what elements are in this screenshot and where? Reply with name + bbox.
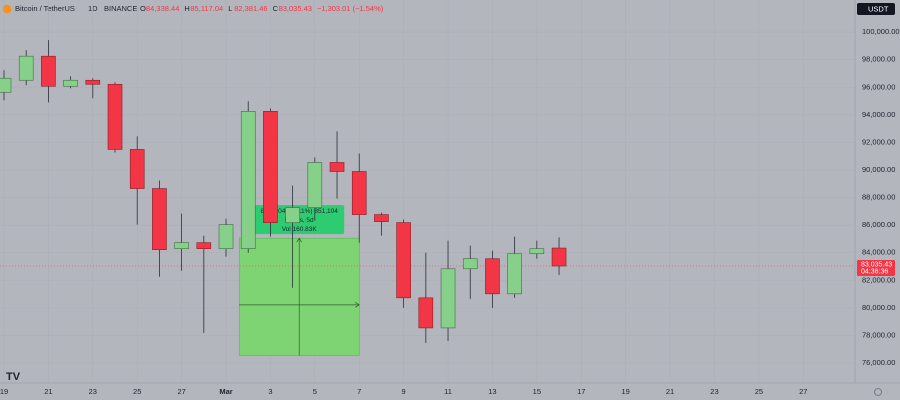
countdown: 04:36:36 xyxy=(861,268,888,275)
x-tick-label: 11 xyxy=(444,387,452,396)
candle-body xyxy=(129,149,145,189)
x-tick-label: 25 xyxy=(755,387,763,396)
candle-body xyxy=(396,222,411,299)
candle-body xyxy=(285,207,300,223)
ohlc-value: 83,035.43 xyxy=(279,4,312,13)
y-tick-label: 100,000.00 xyxy=(862,27,900,36)
price-label: 83,035.43 xyxy=(861,261,892,268)
ohlc-value: 85,117.04 xyxy=(190,4,223,13)
symbol-icon xyxy=(2,4,12,14)
candle-body xyxy=(507,253,522,295)
change: −1,303.01 (−1.54%) xyxy=(317,4,384,13)
candle-body xyxy=(152,188,167,251)
y-tick-label: 92,000.00 xyxy=(862,137,895,146)
x-tick-label: 3 xyxy=(268,387,272,396)
x-tick-label: 21 xyxy=(44,387,52,396)
candle-body xyxy=(307,162,323,208)
x-tick-label: 23 xyxy=(89,387,97,396)
ohlc-key: O xyxy=(140,4,146,13)
x-tick-label: 23 xyxy=(710,387,718,396)
y-tick-label: 80,000.00 xyxy=(862,303,895,312)
candle-body xyxy=(529,248,545,255)
candle-body xyxy=(418,297,434,329)
y-tick-label: 84,000.00 xyxy=(862,248,895,257)
candle-body xyxy=(0,77,12,93)
x-tick-label: 15 xyxy=(533,387,541,396)
candle-body xyxy=(41,55,56,87)
x-tick-label: 17 xyxy=(577,387,585,396)
y-tick-label: 82,000.00 xyxy=(862,275,895,284)
candle-body xyxy=(107,83,123,150)
y-tick-label: 98,000.00 xyxy=(862,55,895,64)
symbol: Bitcoin / TetherUS xyxy=(15,4,75,13)
x-tick-label: 19 xyxy=(0,387,8,396)
exchange: BINANCE xyxy=(104,4,137,13)
candle-body xyxy=(485,258,500,295)
y-tick-label: 96,000.00 xyxy=(862,82,895,91)
x-tick-label: 27 xyxy=(177,387,185,396)
header: Bitcoin / TetherUS 1D BINANCE xyxy=(2,4,137,14)
candle-body xyxy=(63,79,78,87)
candle-body xyxy=(374,214,389,222)
x-tick-label: 5 xyxy=(313,387,317,396)
currency-button[interactable] xyxy=(857,3,895,15)
measure-arrow xyxy=(355,302,360,308)
x-tick-label: 9 xyxy=(402,387,406,396)
candle-body xyxy=(174,242,189,250)
y-tick-label: 90,000.00 xyxy=(862,165,895,174)
candle-body xyxy=(263,111,278,223)
candle-body xyxy=(551,247,567,267)
x-tick-label: 21 xyxy=(666,387,674,396)
interval: 1D xyxy=(88,4,98,13)
measure-label: Vol 160.83K xyxy=(282,226,318,233)
price-label-box xyxy=(857,260,895,277)
candle-body xyxy=(18,55,34,81)
y-tick-label: 86,000.00 xyxy=(862,220,895,229)
currency-label[interactable]: USDT xyxy=(868,4,889,13)
ohlc-key: H xyxy=(184,4,189,13)
x-tick-label: 25 xyxy=(133,387,141,396)
candle-body xyxy=(218,224,234,250)
x-tick-label: Mar xyxy=(219,387,232,396)
y-tick-label: 94,000.00 xyxy=(862,110,895,119)
y-tick-label: 76,000.00 xyxy=(862,358,895,367)
candle-body xyxy=(351,171,367,215)
settings-icon[interactable] xyxy=(874,388,882,396)
logo: TV xyxy=(6,371,21,383)
ohlc-key: C xyxy=(273,4,279,13)
y-tick-label: 88,000.00 xyxy=(862,193,895,202)
ohlc-key: L xyxy=(228,4,232,13)
y-tick-label: 78,000.00 xyxy=(862,330,895,339)
candle-body xyxy=(196,242,212,250)
x-tick-label: 27 xyxy=(799,387,807,396)
candle-body xyxy=(440,268,456,329)
ohlc-value: 84,338.44 xyxy=(146,4,179,13)
measure-arrow xyxy=(296,237,303,243)
x-tick-label: 19 xyxy=(621,387,629,396)
ohlc-value: 82,381.46 xyxy=(234,4,267,13)
candle-body xyxy=(85,79,101,85)
candle-body xyxy=(462,258,478,270)
x-tick-label: 13 xyxy=(488,387,496,396)
candle-body xyxy=(240,111,256,250)
x-tick-label: 7 xyxy=(357,387,361,396)
candle-body xyxy=(329,162,345,172)
